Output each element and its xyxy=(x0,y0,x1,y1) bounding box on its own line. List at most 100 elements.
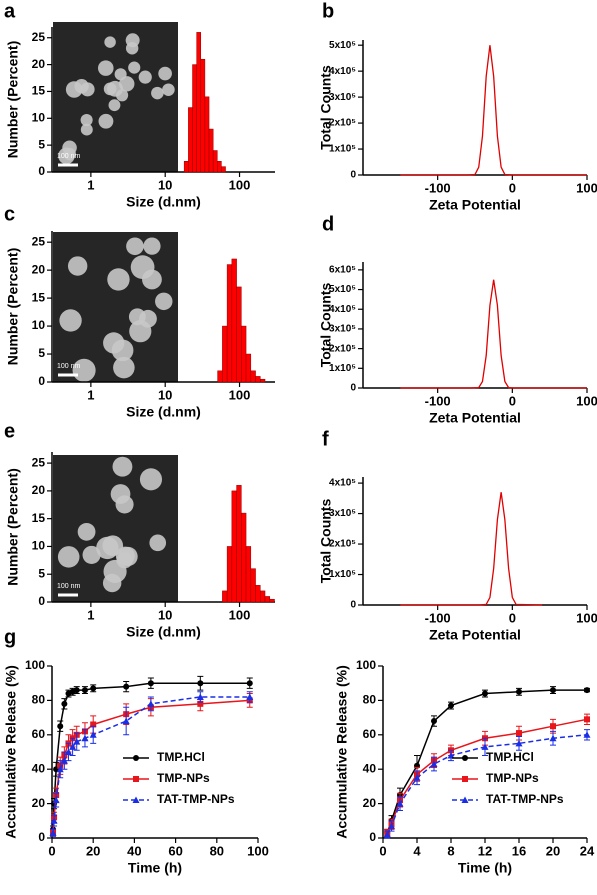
y-tick-label: 4x10⁵ xyxy=(329,478,356,489)
histogram-bar xyxy=(231,258,237,383)
particle xyxy=(102,535,124,557)
legend-label: TMP-NPs xyxy=(157,771,210,785)
histogram-bar xyxy=(212,150,218,173)
y-tick-label: 3x10⁵ xyxy=(329,324,356,335)
chart-panel: b 0 1x10⁵ 2x10⁵ 3x10⁵ 4x10⁵ 5x10⁵ -100 0 100 Zeta … xyxy=(318,0,597,212)
y-tick-label: 2x10⁵ xyxy=(329,343,356,354)
marker xyxy=(73,687,80,694)
histogram-bar xyxy=(183,161,189,173)
x-tick-label: 16 xyxy=(512,843,526,858)
marker xyxy=(147,680,154,687)
marker xyxy=(147,700,155,707)
x-tick-label: -100 xyxy=(425,393,451,408)
y-axis-label: Number (Percent) xyxy=(5,41,21,158)
panel-label: g xyxy=(4,626,16,648)
particle xyxy=(80,123,93,136)
x-axis-label: Size (d.nm) xyxy=(126,404,201,420)
series-line xyxy=(400,492,543,606)
marker xyxy=(549,734,557,742)
x-tick-label: 100 xyxy=(229,387,251,402)
y-tick-label: 80 xyxy=(32,693,46,707)
y-tick-label: 3x10⁵ xyxy=(329,508,356,519)
x-axis-label: Time (h) xyxy=(128,860,182,876)
histogram-bar xyxy=(231,490,237,603)
y-axis-label: Total Counts xyxy=(318,65,334,150)
scale-bar-label: 100 nm xyxy=(57,363,81,370)
x-tick-label: 100 xyxy=(229,607,251,622)
y-axis-label: Total Counts xyxy=(318,499,334,584)
particle xyxy=(80,114,93,127)
histogram-bar xyxy=(255,376,261,383)
particle xyxy=(108,99,121,112)
y-tick-label: 0 xyxy=(38,374,45,388)
marker xyxy=(89,731,97,738)
x-tick-label: 20 xyxy=(546,843,560,858)
legend-label: TMP.HCl xyxy=(157,750,205,764)
x-tick-label: 24 xyxy=(580,843,595,858)
series-line xyxy=(400,45,587,176)
legend-label: TAT-TMP-NPs xyxy=(157,792,235,806)
y-axis-label: Total Counts xyxy=(318,283,334,368)
y-tick-label: 6x10⁵ xyxy=(329,265,356,276)
marker xyxy=(515,739,523,747)
marker xyxy=(57,723,64,730)
marker xyxy=(550,687,556,694)
x-axis-label: Size (d.nm) xyxy=(126,194,201,210)
x-axis-label: Time (h) xyxy=(458,860,512,876)
x-tick-label: 1 xyxy=(87,607,94,622)
y-tick-label: 15 xyxy=(32,84,46,98)
legend-label: TMP.HCl xyxy=(486,750,534,764)
particle xyxy=(82,545,101,564)
particle xyxy=(104,36,116,48)
y-axis-label: Accumulative Release (%) xyxy=(3,665,19,839)
particle xyxy=(155,292,173,311)
histogram-bar xyxy=(260,378,266,383)
particle xyxy=(162,83,175,96)
particle xyxy=(158,66,172,81)
x-tick-label: 1 xyxy=(87,387,94,402)
marker xyxy=(60,757,68,764)
chart-panel: g 0 20 40 60 80 100 0 20 40 60 80 100 Time (h) Accumul… xyxy=(3,626,269,875)
marker xyxy=(482,690,488,697)
y-tick-label: 3x10⁵ xyxy=(329,92,356,103)
histogram-bar xyxy=(245,546,252,603)
chart-panel: a 100 nm 0 5 10 15 20 25 1 10 100 Size (d.nm) Number… xyxy=(4,0,275,210)
histogram-bar xyxy=(226,546,233,603)
marker xyxy=(52,796,60,804)
y-tick-label: 1x10⁵ xyxy=(329,569,356,580)
marker xyxy=(246,693,254,700)
particle xyxy=(74,79,89,94)
marker xyxy=(50,817,58,824)
histogram-bar xyxy=(236,286,242,383)
legend-marker xyxy=(462,755,468,761)
histogram-bar xyxy=(269,598,275,603)
legend-label: TAT-TMP-NPs xyxy=(486,792,564,806)
panel-label: d xyxy=(322,213,334,235)
y-tick-label: 40 xyxy=(32,761,46,775)
series-line xyxy=(386,689,587,834)
marker xyxy=(90,721,97,728)
legend-marker xyxy=(133,755,139,761)
marker xyxy=(431,718,437,725)
marker xyxy=(90,685,97,692)
y-tick-label: 2x10⁵ xyxy=(329,539,356,550)
marker xyxy=(516,730,522,737)
histogram-bar xyxy=(200,58,206,173)
x-tick-label: 100 xyxy=(576,610,597,625)
chart-panel: e 100 nm 0 5 10 15 20 25 1 10 100 Size (d.nm) Number… xyxy=(4,420,275,640)
legend-marker xyxy=(461,796,469,803)
x-tick-label: 40 xyxy=(127,843,141,858)
marker xyxy=(413,774,421,781)
marker xyxy=(396,800,404,807)
y-tick-label: 0 xyxy=(38,830,45,844)
x-axis-label: Size (d.nm) xyxy=(126,624,201,640)
histogram-bar xyxy=(217,370,223,383)
x-tick-label: 10 xyxy=(158,177,172,192)
marker xyxy=(583,731,591,738)
y-tick-label: 20 xyxy=(32,57,46,71)
panel-label: b xyxy=(322,0,334,22)
particle xyxy=(67,256,88,276)
x-tick-label: 1 xyxy=(87,177,94,192)
particle xyxy=(97,60,114,76)
y-tick-label: 15 xyxy=(32,511,46,525)
